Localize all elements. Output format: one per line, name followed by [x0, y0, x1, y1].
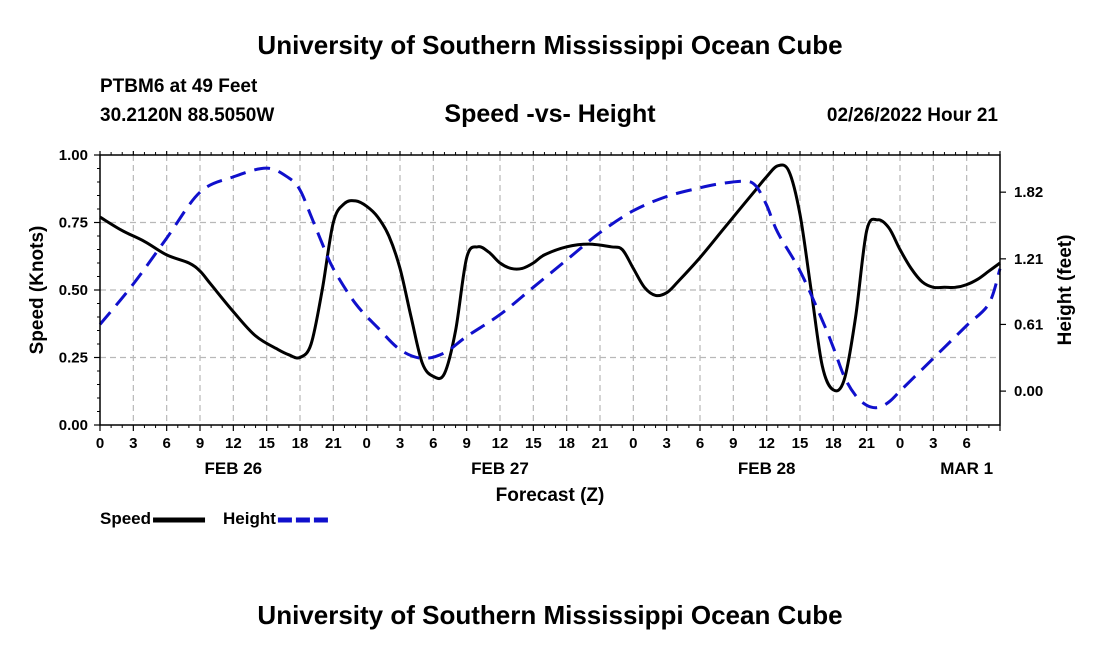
x-tick-label: 3: [929, 435, 937, 452]
y-tick-label: 0.25: [59, 350, 88, 367]
x-tick-label: 18: [825, 435, 842, 452]
x-tick-label: 9: [462, 435, 470, 452]
coordinates-label: 30.2120N 88.5050W: [100, 105, 275, 126]
y-tick-label: 0.50: [59, 282, 88, 299]
legend-label-height: Height: [223, 509, 276, 528]
x-tick-label: 12: [758, 435, 775, 452]
y2-tick-label: 1.82: [1014, 184, 1043, 201]
legend-label-speed: Speed: [100, 509, 151, 528]
x-tick-label: 6: [429, 435, 437, 452]
x-tick-label: 3: [662, 435, 670, 452]
x-tick-label: 9: [729, 435, 737, 452]
x-tick-label: 18: [558, 435, 575, 452]
x-tick-label: 21: [858, 435, 875, 452]
x-tick-label: 12: [225, 435, 242, 452]
y2-axis-title: Height (feet): [1055, 235, 1076, 346]
y2-tick-label: 0.61: [1014, 316, 1043, 333]
x-tick-label: 15: [792, 435, 809, 452]
series-lines: [98, 163, 1002, 410]
x-tick-label: 0: [629, 435, 637, 452]
x-tick-label: 12: [492, 435, 509, 452]
x-tick-label: 3: [129, 435, 137, 452]
axes: 0 3 6 9 12 15 18 21 0 3 6 9 12 15 18 21 0 3 6 9 12 15 18 21 0 3 6 F…: [27, 147, 1076, 506]
y-tick-label: 1.00: [59, 147, 88, 164]
grid-lines: [100, 155, 1000, 425]
y-axis-title: Speed (Knots): [27, 226, 48, 355]
chart-title: University of Southern Mississippi Ocean…: [257, 30, 843, 60]
date-label: FEB 26: [205, 459, 263, 478]
x-tick-label: 0: [96, 435, 104, 452]
date-label: FEB 28: [738, 459, 796, 478]
y-tick-label: 0.75: [59, 215, 88, 232]
x-axis-title: Forecast (Z): [496, 485, 605, 506]
x-tick-label: 18: [292, 435, 309, 452]
station-label: PTBM6 at 49 Feet: [100, 76, 258, 97]
x-tick-label: 21: [592, 435, 609, 452]
x-tick-label: 6: [696, 435, 704, 452]
forecast-datetime: 02/26/2022 Hour 21: [826, 105, 998, 126]
x-tick-label: 21: [325, 435, 342, 452]
footer-title: University of Southern Mississippi Ocean…: [257, 600, 843, 630]
y2-tick-label: 1.21: [1014, 251, 1043, 268]
x-tick-label: 15: [525, 435, 542, 452]
series-line-speed: [99, 163, 1001, 393]
x-tick-label: 6: [962, 435, 970, 452]
y2-tick-label: 0.00: [1014, 383, 1043, 400]
legend: Speed Height: [100, 509, 330, 528]
x-tick-label: 0: [362, 435, 370, 452]
chart-subtitle: Speed -vs- Height: [444, 100, 656, 128]
x-tick-label: 6: [162, 435, 170, 452]
x-tick-label: 0: [896, 435, 904, 452]
series-line-height: [98, 166, 1002, 410]
x-tick-label: 15: [258, 435, 275, 452]
date-label: MAR 1: [940, 459, 993, 478]
x-tick-label: 9: [196, 435, 204, 452]
y-tick-label: 0.00: [59, 417, 88, 434]
x-tick-label: 3: [396, 435, 404, 452]
date-label: FEB 27: [471, 459, 529, 478]
